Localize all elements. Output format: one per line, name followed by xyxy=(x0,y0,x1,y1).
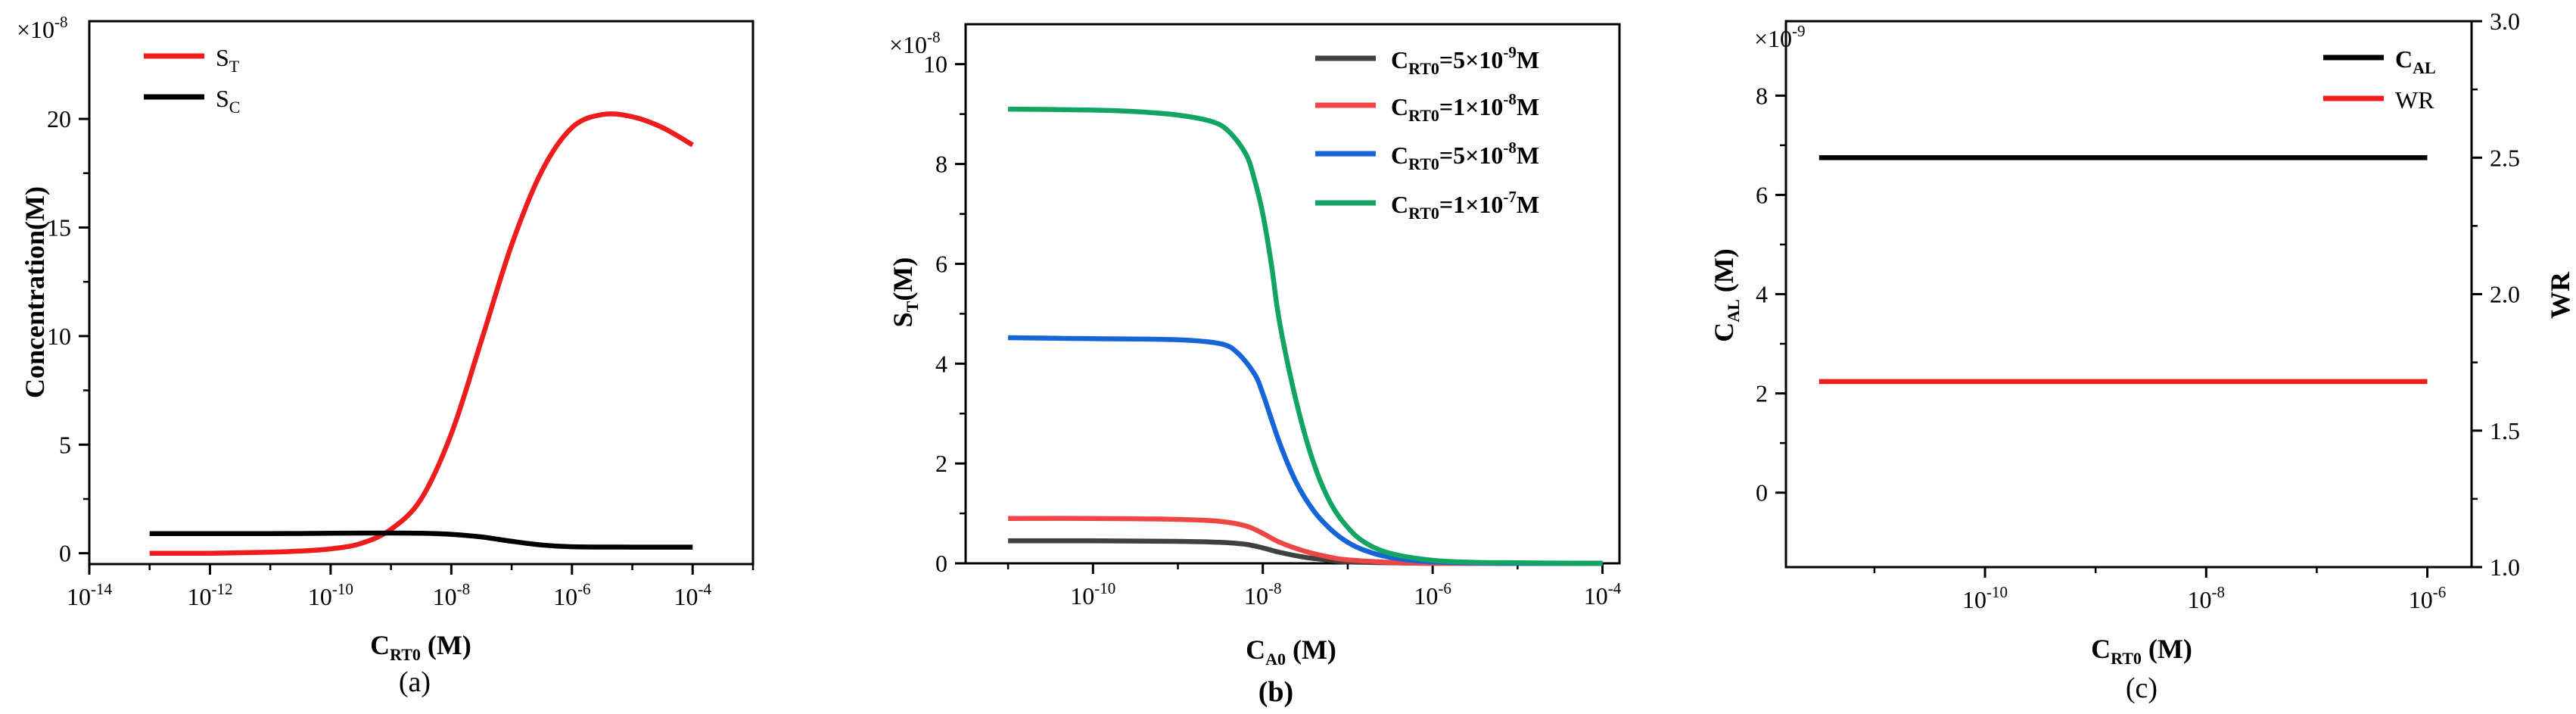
y-tick-labels: 0 2 4 6 8 xyxy=(1756,82,1768,506)
y-tick-label: 8 xyxy=(935,151,947,178)
panel-a: 10-14 10-12 10-10 10-8 10-6 10-4 0 5 10 15 20 ×10… xyxy=(17,13,754,698)
series-line-3 xyxy=(1008,106,1603,566)
tick-marks xyxy=(79,117,754,575)
x-tick-label: 10-6 xyxy=(1414,579,1451,610)
x-tick-label: 10-10 xyxy=(308,580,353,610)
x-tick-labels: 10-14 10-12 10-10 10-8 10-6 10-4 xyxy=(67,580,712,610)
y-tick-label: 10 xyxy=(923,51,947,78)
x-tick-label: 10-12 xyxy=(187,580,232,610)
x-tick-label: 10-10 xyxy=(1962,583,2008,613)
legend-label-cal: CAL xyxy=(2395,45,2436,77)
legend-label-st: ST xyxy=(216,44,240,76)
tick-marks xyxy=(955,63,1604,574)
y-tick-label: 5 xyxy=(59,431,71,458)
y-tick-label: 15 xyxy=(47,214,71,241)
legend-label-1e-7: CRT0=1×10-7M xyxy=(1391,188,1539,223)
y2-tick-label: 1.0 xyxy=(2490,553,2520,581)
x-tick-label: 10-8 xyxy=(1244,579,1282,610)
y2-tick-label: 2.0 xyxy=(2490,281,2520,308)
plot-frame xyxy=(88,20,754,566)
y-tick-label: 0 xyxy=(935,550,947,577)
x-tick-label: 10-6 xyxy=(2409,583,2447,613)
x-tick-label: 10-8 xyxy=(433,580,471,610)
x-tick-label: 10-10 xyxy=(1070,579,1115,610)
y-tick-label: 0 xyxy=(1756,479,1768,507)
series-line-2 xyxy=(1008,335,1603,566)
x-tick-labels: 10-10 10-8 10-6 xyxy=(1962,583,2446,613)
x-tick-label: 10-4 xyxy=(674,580,712,610)
y-tick-labels: 0 2 4 6 8 10 xyxy=(923,51,947,577)
panel-b: 10-10 10-8 10-6 10-4 0 2 4 6 8 10 ×10-8 CRT0=5×1… xyxy=(888,23,1622,708)
x-axis-label: CRT0 (M) xyxy=(370,630,471,664)
legend: CRT0=5×10-9M CRT0=1×10-8M CRT0=5×10-8M C… xyxy=(1315,43,1539,223)
x-tick-label: 10-8 xyxy=(2188,583,2226,613)
legend-label-wr: WR xyxy=(2395,86,2434,114)
y-tick-labels: 0 5 10 15 20 xyxy=(47,105,71,567)
y2-tick-labels: 1.0 1.5 2.0 2.5 3.0 xyxy=(2490,8,2520,581)
y-multiplier: ×10-8 xyxy=(889,28,941,58)
panel-caption: (a) xyxy=(399,666,431,698)
series-line-1 xyxy=(149,530,693,550)
plot-frame xyxy=(1784,20,2473,569)
y-tick-label: 0 xyxy=(59,540,71,567)
y2-tick-label: 2.5 xyxy=(2490,144,2520,171)
x-tick-label: 10-6 xyxy=(553,580,591,610)
y-tick-label: 4 xyxy=(1756,281,1768,308)
series-lines xyxy=(1008,106,1603,566)
y2-axis-label: WR xyxy=(2545,271,2575,319)
x-tick-label: 10-4 xyxy=(1584,579,1622,610)
y-multiplier: ×10-9 xyxy=(1754,22,1806,52)
y-tick-label: 4 xyxy=(935,350,947,377)
y-tick-label: 8 xyxy=(1756,82,1768,109)
y-multiplier: ×10-8 xyxy=(17,13,68,43)
plot-frame xyxy=(964,23,1621,565)
x-axis-label: CA0 (M) xyxy=(1246,634,1336,669)
y-tick-label: 6 xyxy=(1756,181,1768,208)
legend-label-5e-9: CRT0=5×10-9M xyxy=(1391,43,1539,78)
tick-marks xyxy=(1775,20,2482,578)
y2-tick-label: 1.5 xyxy=(2490,417,2520,444)
panel-caption: (b) xyxy=(1258,676,1293,708)
y-tick-label: 6 xyxy=(935,250,947,277)
series-lines xyxy=(1818,155,2428,385)
y-tick-label: 10 xyxy=(47,323,71,350)
x-axis-label: CRT0 (M) xyxy=(2091,634,2192,668)
series-line-0 xyxy=(149,111,694,557)
y-tick-label: 20 xyxy=(47,105,71,133)
x-tick-labels: 10-10 10-8 10-6 10-4 xyxy=(1070,579,1621,610)
legend-label-1e-8: CRT0=1×10-8M xyxy=(1391,90,1539,125)
y-axis-label: ST(M) xyxy=(888,257,922,328)
legend-label-sc: SC xyxy=(216,85,240,117)
panel-caption: (c) xyxy=(2126,672,2158,704)
y-axis-label: CAL (M) xyxy=(1709,248,1743,342)
y-tick-label: 2 xyxy=(1756,380,1768,407)
series-lines xyxy=(149,111,694,557)
legend: CAL WR xyxy=(2323,45,2436,114)
y-axis-label: Concentration(M) xyxy=(20,186,50,398)
panel-c: 10-10 10-8 10-6 0 2 4 6 8 1.0 1.5 2.0 2.5 3.0 ×10-… xyxy=(1709,8,2575,704)
legend-label-5e-8: CRT0=5×10-8M xyxy=(1391,139,1539,173)
x-tick-label: 10-14 xyxy=(67,580,112,610)
y-tick-label: 2 xyxy=(935,450,947,477)
y2-tick-label: 3.0 xyxy=(2490,8,2520,35)
legend: ST SC xyxy=(144,44,240,117)
